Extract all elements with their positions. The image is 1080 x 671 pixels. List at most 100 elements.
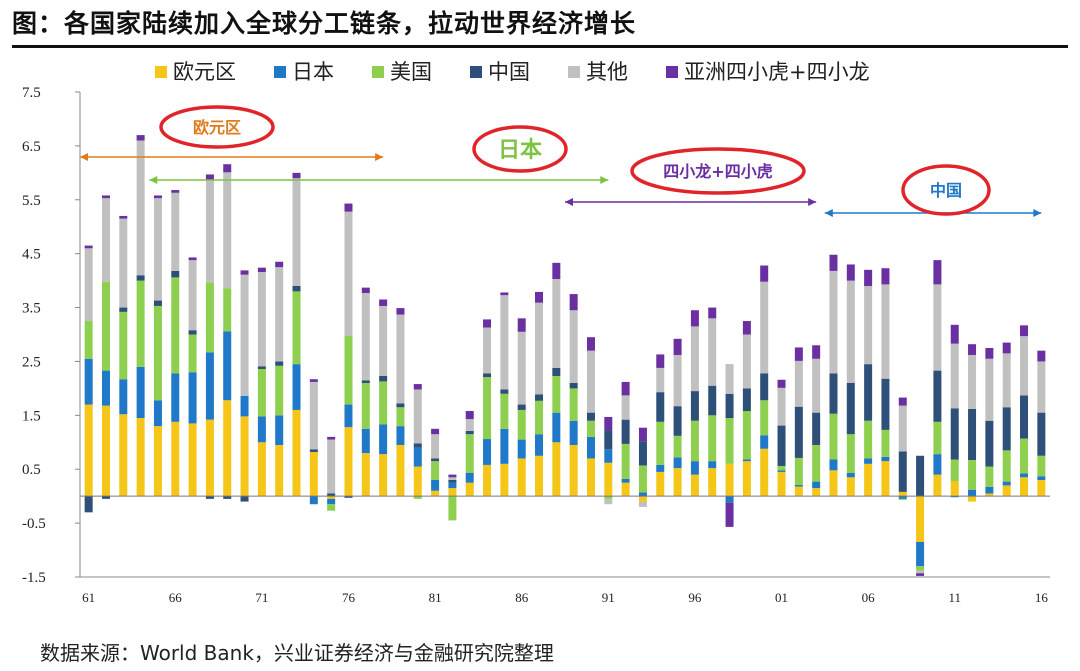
bar-segment (535, 455, 544, 497)
bar-segment (517, 404, 526, 410)
x-tick-label: 66 (169, 590, 183, 605)
bar-segment (257, 267, 266, 272)
bar-segment (101, 195, 110, 199)
bar-segment (846, 280, 855, 383)
bar-segment (119, 218, 128, 308)
bar-segment (552, 262, 561, 279)
bar-segment (240, 395, 249, 417)
bar-segment (864, 463, 873, 497)
bar-segment (777, 471, 786, 497)
x-tick-label: 81 (429, 590, 442, 605)
bar-segment (344, 211, 353, 336)
bar-segment (396, 444, 405, 497)
bar-segment (552, 278, 561, 368)
bar-segment (1002, 353, 1011, 408)
bar-segment (916, 496, 925, 542)
bar-segment (968, 408, 977, 461)
bar-segment (413, 384, 422, 390)
bar-segment (396, 403, 405, 408)
bar-segment (829, 254, 838, 271)
bar-segment (275, 444, 284, 497)
x-tick-label: 86 (515, 590, 529, 605)
bar-segment (604, 416, 613, 431)
bar-segment (864, 364, 873, 421)
bar-segment (379, 299, 388, 306)
bar-segment (223, 288, 232, 332)
bar-segment (344, 427, 353, 497)
bar-segment (794, 360, 803, 407)
bar-segment (742, 411, 751, 460)
bar-segment (431, 490, 440, 497)
bar-segment (1037, 412, 1046, 456)
bar-segment (379, 424, 388, 455)
x-tick-label: 06 (862, 590, 876, 605)
figure-title: 图：各国家陆续加入全球分工链条，拉动世界经济增长 (12, 9, 637, 38)
bar-segment (153, 195, 162, 199)
bar-segment (205, 179, 214, 283)
bar-segment (725, 502, 734, 527)
bar-segment (361, 383, 370, 429)
bar-segment (448, 488, 457, 497)
bar-segment (119, 414, 128, 497)
bar-segment (379, 381, 388, 425)
bar-segment (327, 493, 336, 497)
bar-segment (552, 442, 561, 497)
bar-segment (188, 423, 197, 497)
bar-segment (205, 352, 214, 420)
bar-segment (898, 491, 907, 497)
bar-segment (604, 498, 613, 505)
bar-segment (483, 464, 492, 497)
y-tick-label: 3.5 (22, 301, 41, 317)
bar-segment (84, 358, 93, 405)
arrow-head-right (375, 153, 384, 161)
period-label: 日本 (498, 138, 542, 163)
bar-segment (569, 383, 578, 389)
bar-segment (968, 344, 977, 355)
bar-segment (916, 455, 925, 497)
bar-segment (552, 412, 561, 443)
bar-segment (760, 435, 769, 449)
bar-segment (292, 286, 301, 292)
bar-segment (916, 573, 925, 576)
bar-segment (361, 428, 370, 454)
legend-label: 欧元区 (173, 60, 236, 84)
y-tick-label: 4.5 (22, 247, 41, 263)
bar-segment (223, 172, 232, 289)
bar-segment (1020, 438, 1029, 474)
bar-segment (552, 367, 561, 376)
bar-segment (309, 451, 318, 497)
bar-segment (483, 439, 492, 465)
source-note: 数据来源：World Bank，兴业证券经济与金融研究院整理 (40, 641, 554, 665)
bar-segment (361, 293, 370, 381)
bar-segment (205, 282, 214, 353)
bar-segment (344, 496, 353, 498)
arrow-head-left (80, 153, 88, 161)
bar-segment (725, 364, 734, 394)
bar-segment (638, 501, 647, 507)
bar-segment (448, 480, 457, 483)
bar-segment (569, 388, 578, 421)
bar-segment (1002, 407, 1011, 451)
bar-segment (569, 420, 578, 445)
bar-segment (153, 300, 162, 306)
bar-segment (690, 391, 699, 421)
bar-segment (1037, 350, 1046, 362)
bar-segment (933, 454, 942, 475)
bar-segment (708, 468, 717, 497)
bar-segment (881, 378, 890, 430)
y-tick-label: 1.5 (22, 408, 41, 424)
bar-segment (846, 383, 855, 435)
bar-segment (327, 498, 336, 505)
bar-segment (205, 174, 214, 180)
bar-segment (292, 178, 301, 286)
bar-segment (742, 461, 751, 497)
bar-segment (1037, 455, 1046, 477)
bar-segment (586, 420, 595, 437)
period-label: 中国 (930, 181, 962, 200)
bar-segment (656, 464, 665, 472)
bar-segment (656, 421, 665, 465)
bar-segment (777, 470, 786, 472)
bar-segment (361, 453, 370, 497)
bar-segment (483, 327, 492, 374)
bar-segment (725, 463, 734, 497)
